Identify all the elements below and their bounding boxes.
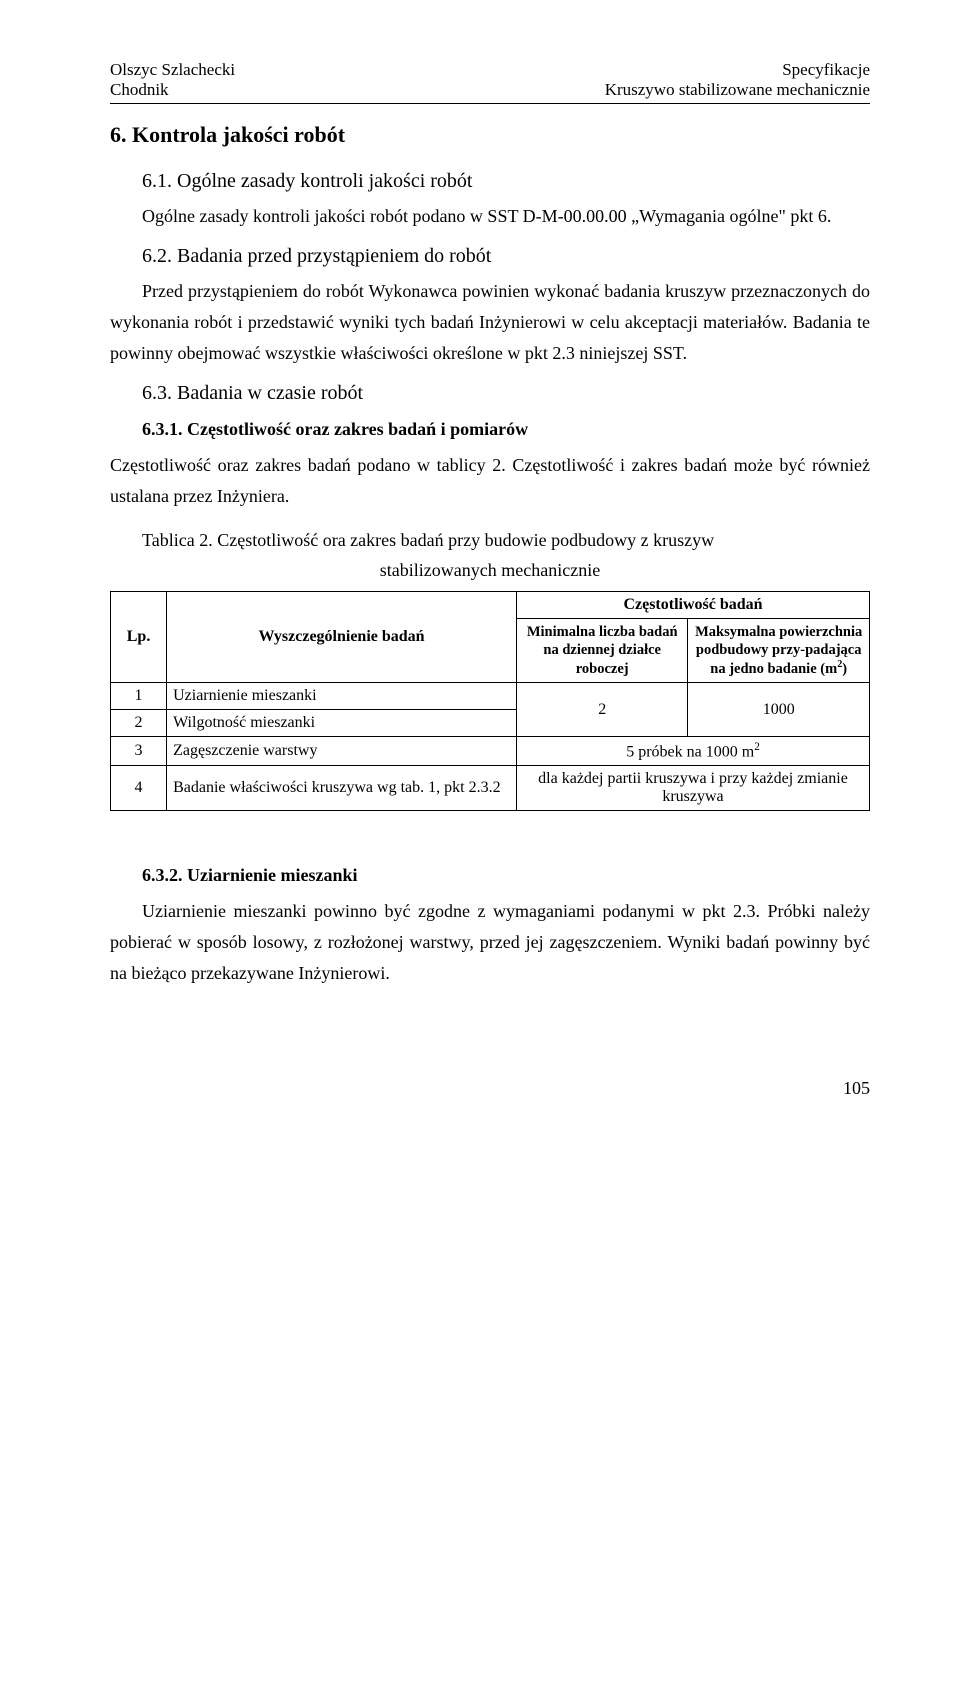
cell-min-12: 2: [517, 683, 688, 737]
frequency-table: Lp. Wyszczególnienie badań Częstotliwość…: [110, 591, 870, 812]
cell-desc-1: Uziarnienie mieszanki: [167, 683, 517, 710]
cell-lp-4: 4: [111, 766, 167, 811]
table-caption-line2: stabilizowanych mechanicznie: [110, 560, 870, 581]
cell-freq-3-text: 5 próbek na 1000 m: [626, 743, 754, 760]
header-rule: [110, 103, 870, 104]
th-lp: Lp.: [111, 591, 167, 682]
heading-6-2: 6.2. Badania przed przystąpieniem do rob…: [142, 245, 870, 268]
cell-desc-4: Badanie właściwości kruszywa wg tab. 1, …: [167, 766, 517, 811]
header-left-2: Chodnik: [110, 80, 169, 100]
header-right-2: Kruszywo stabilizowane mechanicznie: [605, 80, 870, 100]
spacer: [110, 811, 870, 851]
header-right-1: Specyfikacje: [782, 60, 870, 80]
cell-lp-2: 2: [111, 710, 167, 737]
table-row: 1 Uziarnienie mieszanki 2 1000: [111, 683, 870, 710]
para-6-1: Ogólne zasady kontroli jakości robót pod…: [110, 201, 870, 232]
header-left-1: Olszyc Szlachecki: [110, 60, 235, 80]
th-max: Maksymalna powierzchnia podbudowy przy-p…: [688, 618, 870, 682]
para-6-3-1: Częstotliwość oraz zakres badań podano w…: [110, 450, 870, 511]
th-freq: Częstotliwość badań: [517, 591, 870, 618]
heading-6-3-2: 6.3.2. Uziarnienie mieszanki: [142, 865, 870, 886]
cell-freq-3: 5 próbek na 1000 m2: [517, 737, 870, 766]
running-header-row1: Olszyc Szlachecki Specyfikacje: [110, 60, 870, 80]
heading-6-3-1: 6.3.1. Częstotliwość oraz zakres badań i…: [142, 419, 870, 440]
cell-lp-1: 1: [111, 683, 167, 710]
table-caption-line1: Tablica 2. Częstotliwość ora zakres bada…: [110, 525, 870, 556]
cell-max-12: 1000: [688, 683, 870, 737]
cell-freq-4: dla każdej partii kruszywa i przy każdej…: [517, 766, 870, 811]
para-6-3-2: Uziarnienie mieszanki powinno być zgodne…: [110, 896, 870, 988]
cell-lp-3: 3: [111, 737, 167, 766]
th-min: Minimalna liczba badań na dziennej dział…: [517, 618, 688, 682]
heading-6-1: 6.1. Ogólne zasady kontroli jakości robó…: [142, 170, 870, 193]
running-header-row2: Chodnik Kruszywo stabilizowane mechanicz…: [110, 80, 870, 100]
page-number: 105: [110, 1078, 870, 1099]
table-row: 4 Badanie właściwości kruszywa wg tab. 1…: [111, 766, 870, 811]
table-row: 3 Zagęszczenie warstwy 5 próbek na 1000 …: [111, 737, 870, 766]
cell-freq-3-sup: 2: [754, 741, 760, 753]
page: Olszyc Szlachecki Specyfikacje Chodnik K…: [0, 0, 960, 1149]
th-max-close: ): [842, 661, 847, 677]
heading-6: 6. Kontrola jakości robót: [110, 122, 870, 148]
para-6-2: Przed przystąpieniem do robót Wykonawca …: [110, 276, 870, 368]
th-desc: Wyszczególnienie badań: [167, 591, 517, 682]
heading-6-3: 6.3. Badania w czasie robót: [142, 382, 870, 405]
table-head-row-1: Lp. Wyszczególnienie badań Częstotliwość…: [111, 591, 870, 618]
cell-desc-2: Wilgotność mieszanki: [167, 710, 517, 737]
cell-desc-3: Zagęszczenie warstwy: [167, 737, 517, 766]
